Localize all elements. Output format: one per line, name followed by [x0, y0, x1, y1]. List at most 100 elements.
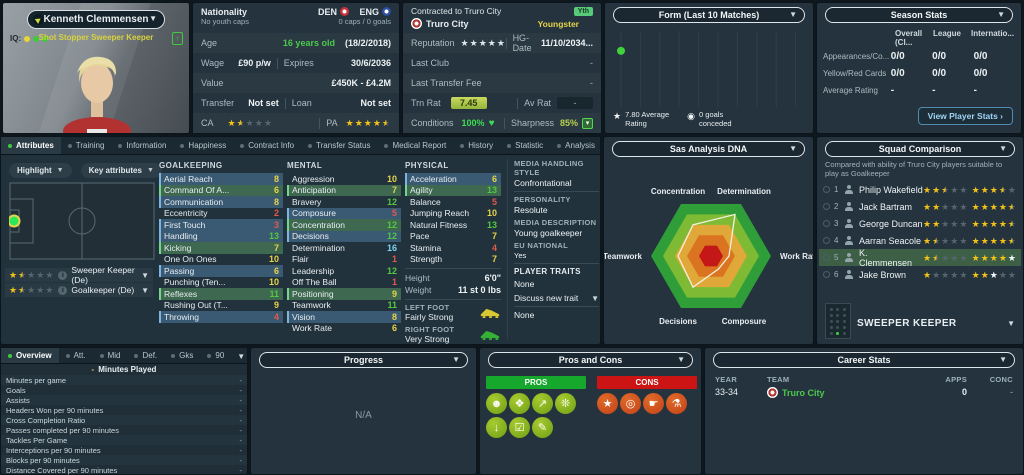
tab-gks[interactable]: Gks [164, 348, 200, 363]
info-icon: i [58, 285, 68, 295]
star-rating: ★ ★ ★ ★ ★ [972, 235, 1017, 246]
player-dot-icon [836, 325, 840, 329]
attribute-name: Kicking [164, 242, 192, 253]
tab-90[interactable]: 90 [200, 348, 231, 363]
sharpness-icon: ▾ [582, 117, 593, 129]
report-check-icon: ☑ [509, 417, 530, 438]
wage-value: £90 p/w [238, 58, 271, 68]
star-icon: ★ [971, 201, 980, 212]
tab-label: Medical Report [392, 141, 447, 150]
club-name[interactable]: Truro City [426, 18, 469, 29]
dna-dropdown[interactable]: Sas Analysis DNA ▼ [612, 141, 805, 157]
person-icon [844, 252, 854, 263]
tab-dot-icon [180, 143, 185, 148]
tab-analysis[interactable]: Analysis [550, 137, 602, 154]
stat-value: - [239, 385, 243, 395]
tab-transfer-status[interactable]: Transfer Status [301, 137, 377, 154]
season-stat-label: Appearances/Co... [823, 52, 890, 61]
season-stats-rows: Appearances/Co... 0/0 0/0 0/0 Yellow/Red Car… [823, 48, 1015, 99]
star-rating: ★ ★ ★ ★ ★ [971, 201, 1017, 212]
attribute-name: Passing [164, 265, 195, 276]
team-name: Truro City [782, 387, 825, 398]
tab-information[interactable]: Information [111, 137, 173, 154]
experiment-icon: ⚗ [666, 393, 687, 414]
current-ability-stars: ★ ★ ★ ★ ★ [923, 270, 970, 280]
progress-dropdown[interactable]: Progress ▼ [259, 352, 468, 368]
squad-comparison-row[interactable]: 4 Aarran Seacole ★ ★ ★ ★ ★ ★ ★ ★ ★ ★ [819, 232, 1021, 249]
media-column: MEDIA HANDLING STYLE Confrontational PER… [507, 159, 599, 339]
rank-number: 1 [834, 185, 839, 194]
role-row[interactable]: ★ ★ ★ ★ ★ i Sweeper Keeper (De) ▼ [5, 265, 153, 285]
role-row[interactable]: ★ ★ ★ ★ ★ i Goalkeeper (De) ▼ [5, 283, 153, 297]
star-icon: ★ [1007, 201, 1016, 212]
tab-attributes[interactable]: Attributes [1, 137, 61, 154]
star-icon: ★ [989, 235, 998, 246]
caps-goals: 0 caps / 0 goals [338, 17, 391, 26]
weight-label: Weight [405, 285, 432, 295]
tab-training[interactable]: Training [61, 137, 112, 154]
squad-comparison-row[interactable]: 6 Jake Brown ★ ★ ★ ★ ★ ★ ★ ★ ★ ★ [819, 266, 1021, 283]
last-club-value: - [590, 58, 593, 68]
tab-history[interactable]: History [453, 137, 500, 154]
overview-stat-row: Blocks per 90 minutes - [1, 455, 247, 465]
player-name: Aarran Seacole [859, 235, 922, 246]
tab-dot-icon [67, 143, 72, 148]
tab-dot-icon [8, 143, 12, 148]
tab-label: Information [126, 141, 167, 150]
discuss-new-trait-dropdown[interactable]: Discuss new trait ▼ [514, 293, 599, 303]
form-dropdown[interactable]: Form (Last 10 Matches) ▼ [613, 7, 805, 23]
attribute-name: Flair [292, 254, 309, 265]
stat-label: Cross Completion Ratio [6, 415, 86, 425]
attribute-value: 6 [273, 185, 279, 196]
stat-label: Assists [6, 395, 30, 405]
view-player-stats-button[interactable]: View Player Stats › [917, 107, 1013, 125]
career-stats-dropdown[interactable]: Career Stats ▼ [713, 352, 1015, 368]
potential-ability-stars: ★ ★ ★ ★ ★ [970, 253, 1017, 263]
star-icon: ★ [487, 38, 496, 48]
chevron-down-icon[interactable]: ▼ [237, 352, 246, 361]
star-icon: ★ [980, 201, 989, 212]
attribute-value: 11 [387, 300, 397, 311]
highlight-dropdown[interactable]: Highlight ▼ [9, 163, 72, 178]
squad-comparison-row[interactable]: 5 K. Clemmensen ★ ★ ★ ★ ★ ★ ★ ★ ★ ★ [819, 248, 1021, 268]
chevron-down-icon: ▼ [1007, 319, 1015, 328]
tab-def[interactable]: Def. [127, 348, 164, 363]
stat-value: - [239, 415, 243, 425]
pros-cons-dropdown[interactable]: Pros and Cons ▼ [488, 352, 693, 368]
tab-statistic[interactable]: Statistic [500, 137, 550, 154]
status-circle-icon [823, 254, 830, 261]
status-circle-icon [823, 203, 830, 210]
dna-title: Sas Analysis DNA [669, 144, 748, 154]
squad-comparison-row[interactable]: 3 George Duncan ★ ★ ★ ★ ★ ★ ★ ★ ★ ★ [819, 215, 1021, 232]
tab-att[interactable]: Att. [59, 348, 93, 363]
star-icon: ★ [45, 284, 54, 295]
attribute-value: 13 [486, 219, 497, 230]
squad-comparison-row[interactable]: 1 Philip Wakefield ★ ★ ★ ★ ★ ★ ★ ★ ★ ★ [819, 181, 1021, 198]
tab-medical-report[interactable]: Medical Report [377, 137, 453, 154]
player-name-dropdown[interactable]: Kenneth Clemmensen ▼ [27, 10, 165, 29]
stat-label: Goals [6, 385, 26, 395]
career-row[interactable]: 33-34 Truro City 0 - [705, 384, 1023, 400]
tab-mid[interactable]: Mid [93, 348, 128, 363]
squad-comparison-row[interactable]: 2 Jack Bartram ★ ★ ★ ★ ★ ★ ★ ★ ★ ★ [819, 198, 1021, 215]
role-familiarity-label: Shot Stopper Sweeper Keeper [38, 33, 154, 42]
key-attributes-dropdown[interactable]: Key attributes ▼ [80, 163, 162, 178]
attribute-row: Aggression 10 [287, 173, 401, 185]
season-stats-dropdown[interactable]: Season Stats ▼ [825, 7, 1013, 23]
attribute-row: Bravery 12 [287, 196, 401, 208]
sharpness-value: 85% [559, 118, 578, 128]
reputation-stars: ★ ★ ★ ★ ★ [461, 38, 506, 48]
star-icon: ★ [959, 201, 968, 212]
tab-label: 90 [215, 351, 225, 360]
tab-happiness[interactable]: Happiness [173, 137, 233, 154]
attribute-row: Positioning 9 [287, 288, 401, 300]
comparison-role-label[interactable]: SWEEPER KEEPER [857, 318, 957, 329]
tab-dot-icon [8, 353, 12, 358]
season-stat-value: - [932, 85, 936, 96]
tab-contract-info[interactable]: Contract Info [233, 137, 301, 154]
tab-overview[interactable]: Overview [1, 348, 59, 363]
overview-stat-row: Headers Won per 90 minutes - [1, 405, 247, 415]
squad-comparison-dropdown[interactable]: Squad Comparison ▼ [825, 141, 1015, 157]
pros-cons-panel: Pros and Cons ▼ PROS ☻ ❖ ↗ ❊ ↓ ☑ ✎ CONS ★ ◎ ☛ ⚗ [479, 347, 702, 475]
tab-label: Attributes [16, 141, 54, 150]
